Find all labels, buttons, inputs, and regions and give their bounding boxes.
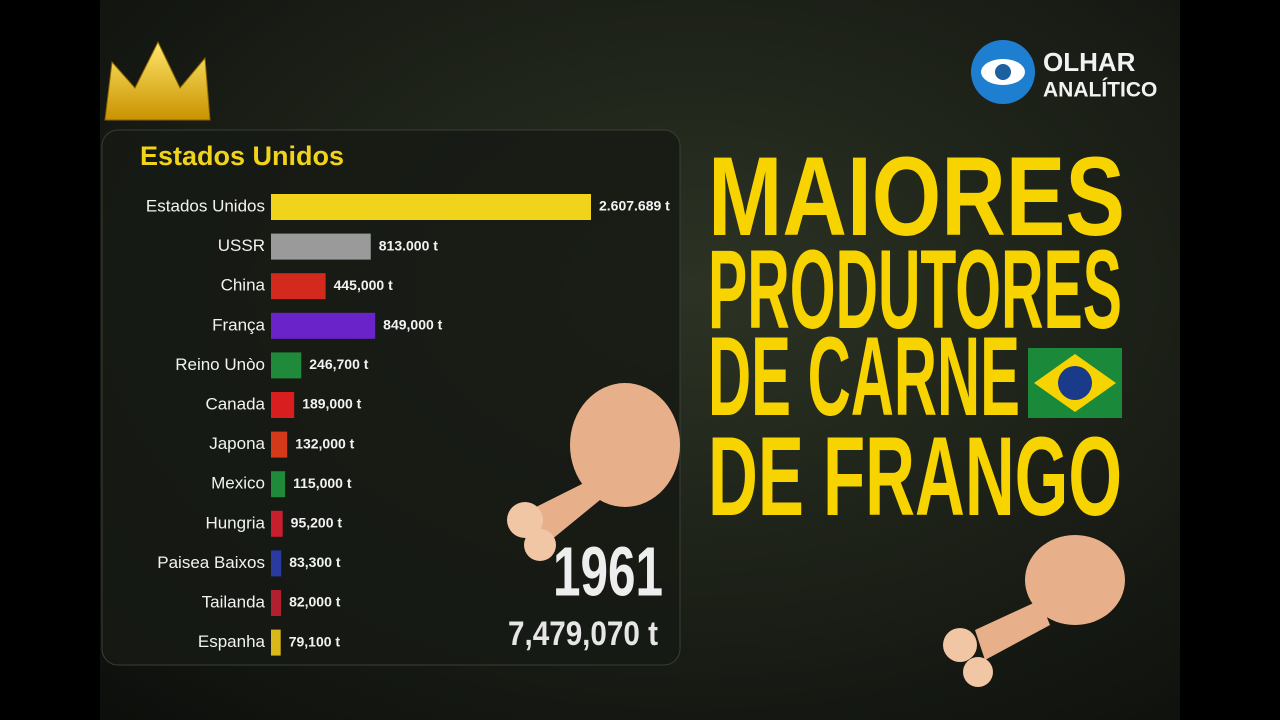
logo	[971, 40, 1035, 104]
category-label: Japona	[209, 434, 265, 453]
bar	[271, 312, 376, 339]
bar	[271, 233, 371, 260]
bar	[271, 629, 281, 656]
bar	[271, 194, 591, 220]
category-label: China	[221, 276, 266, 295]
category-label: Espanha	[198, 632, 266, 651]
crown-icon	[104, 40, 211, 121]
category-label: Reino Unòo	[175, 355, 265, 374]
category-label: Hungria	[205, 513, 265, 532]
headline: PRODUTORES	[708, 227, 1122, 352]
value-label: 849,000 t	[383, 317, 442, 333]
value-label: 95,200 t	[291, 515, 343, 531]
value-label: 813.000 t	[379, 237, 438, 253]
leader-label: Estados Unidos	[140, 141, 344, 171]
total-label: 7,479,070 t	[508, 615, 658, 653]
category-label: Mexico	[211, 474, 265, 493]
value-label: 445,000 t	[334, 277, 393, 293]
category-label: USSR	[218, 236, 265, 255]
bar	[271, 392, 295, 418]
value-label: 83,300 t	[289, 554, 341, 570]
category-label: Estados Unidos	[146, 196, 265, 215]
logo-text: OLHAR	[1043, 47, 1136, 77]
value-label: 115,000 t	[293, 475, 352, 491]
headline: DE FRANGO	[708, 414, 1122, 539]
value-label: 82,000 t	[289, 594, 341, 610]
category-label: França	[212, 315, 265, 334]
value-label: 132,000 t	[295, 435, 354, 451]
category-label: Canada	[205, 394, 265, 413]
brazil-flag	[1028, 348, 1122, 418]
category-label: Paisea Baixos	[157, 553, 265, 572]
bar	[271, 273, 326, 300]
drumstick-icon	[507, 383, 680, 561]
category-label: Tailanda	[202, 592, 266, 611]
logo-text: ANALÍTICO	[1043, 79, 1157, 102]
drumstick-icon	[943, 535, 1125, 687]
bar	[271, 352, 302, 379]
year-label: 1961	[553, 532, 663, 610]
headline: MAIORES	[708, 134, 1125, 259]
bar	[271, 550, 282, 577]
value-label: 189,000 t	[302, 396, 361, 412]
bar	[271, 431, 288, 458]
bar	[271, 510, 283, 537]
bar	[271, 471, 286, 498]
value-label: 2.607.689 t	[599, 198, 670, 214]
value-label: 79,100 t	[289, 633, 341, 649]
headline: DE CARNE	[708, 314, 1020, 439]
value-label: 246,700 t	[309, 356, 368, 372]
bar	[271, 590, 282, 616]
